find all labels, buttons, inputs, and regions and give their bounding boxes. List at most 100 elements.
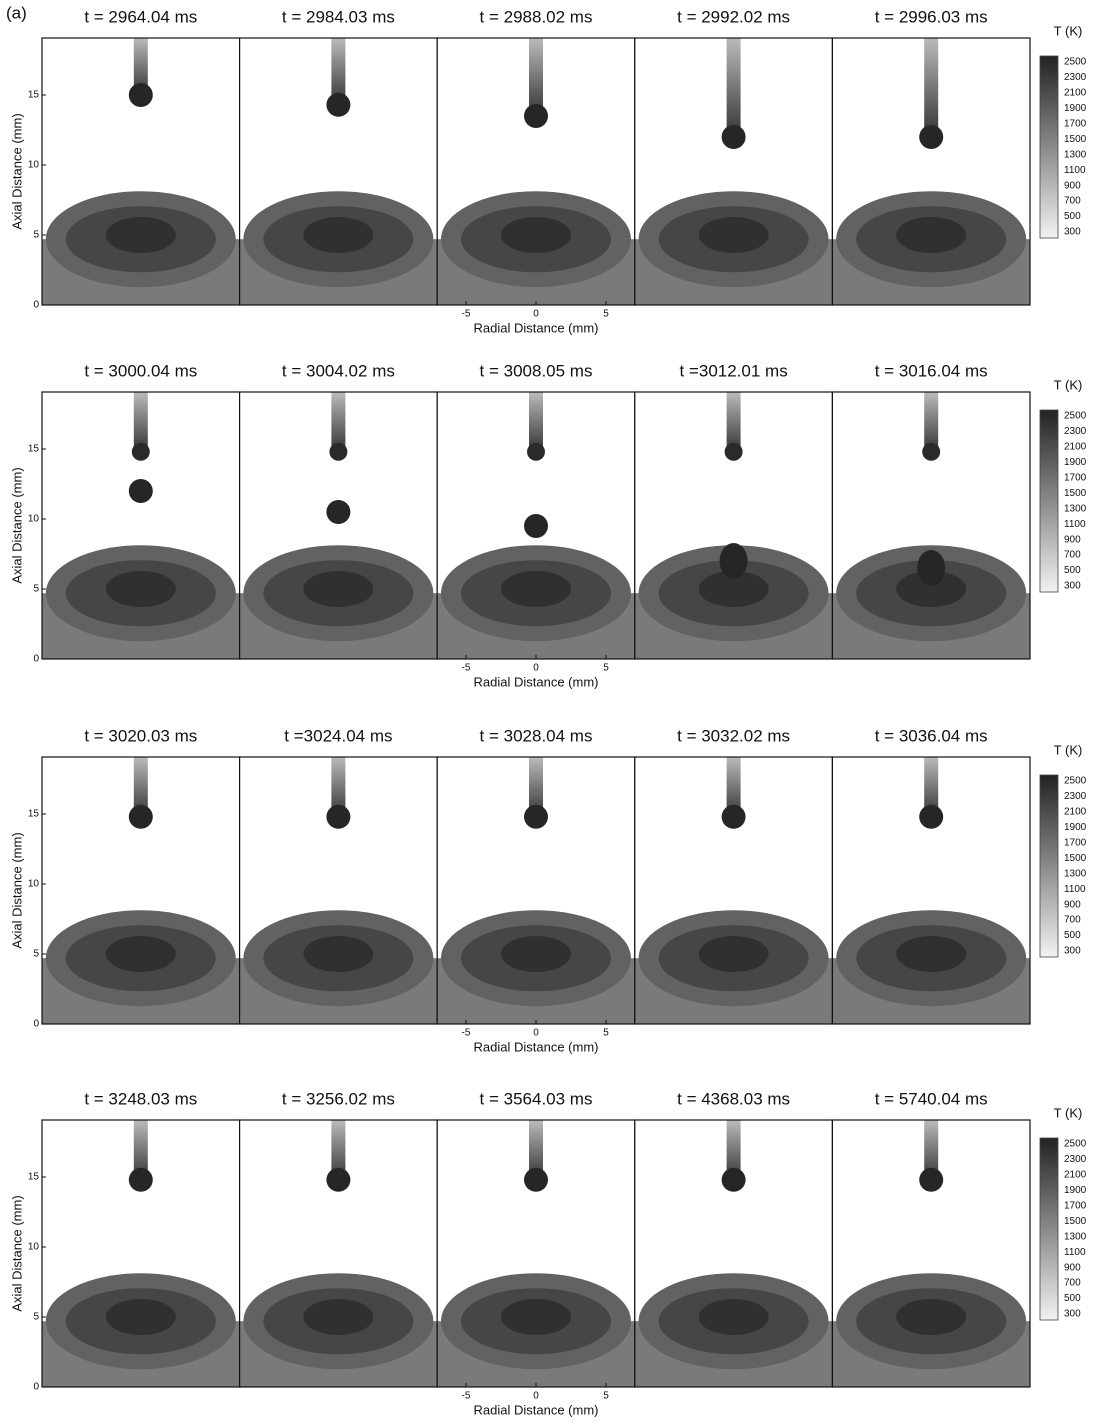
- droplet: [722, 125, 746, 149]
- droplet: [129, 479, 153, 503]
- panel-title: t = 3008.05 ms: [480, 361, 593, 380]
- x-axis-label: Radial Distance (mm): [474, 1039, 599, 1054]
- panel-title: t = 3004.02 ms: [282, 361, 395, 380]
- deposit-core: [303, 217, 373, 253]
- colorbar-label: 2300: [1064, 1154, 1087, 1165]
- colorbar-label: 1900: [1064, 822, 1087, 833]
- colorbar-label: 1700: [1064, 472, 1087, 483]
- colorbar-label: 2500: [1064, 57, 1087, 68]
- colorbar-label: 2500: [1064, 411, 1087, 422]
- colorbar-label: 900: [1064, 1262, 1081, 1273]
- colorbar-label: 1700: [1064, 118, 1087, 129]
- y-axis-label: Axial Distance (mm): [9, 467, 24, 583]
- deposit-core: [303, 1299, 373, 1335]
- panel: [635, 757, 833, 1024]
- x-tick-label: 5: [603, 1391, 609, 1402]
- deposit-core: [106, 217, 176, 253]
- panel: [832, 38, 1030, 305]
- panel-title: t = 3248.03 ms: [84, 1089, 197, 1108]
- pendant: [922, 443, 940, 461]
- colorbar-label: 1700: [1064, 1200, 1087, 1211]
- colorbar: [1040, 410, 1058, 592]
- droplet: [326, 500, 350, 524]
- deposit-core: [501, 217, 571, 253]
- colorbar-label: 1300: [1064, 503, 1087, 514]
- droplet: [919, 125, 943, 149]
- colorbar-label: 700: [1064, 550, 1081, 561]
- panel-title: t = 2964.04 ms: [84, 7, 197, 26]
- panel-title: t = 3564.03 ms: [480, 1089, 593, 1108]
- deposit-core: [896, 936, 966, 972]
- colorbar-label: 1100: [1064, 884, 1086, 895]
- x-tick-label: 5: [603, 309, 609, 320]
- deposit-core: [699, 217, 769, 253]
- panel: [832, 392, 1030, 659]
- deposit-core: [501, 936, 571, 972]
- colorbar-title: T (K): [1054, 377, 1083, 392]
- colorbar-label: 300: [1064, 946, 1081, 957]
- y-tick-label: 15: [28, 444, 40, 455]
- colorbar-label: 700: [1064, 196, 1081, 207]
- x-tick-label: -5: [462, 1028, 471, 1039]
- colorbar-label: 700: [1064, 1278, 1081, 1289]
- colorbar-label: 1300: [1064, 868, 1087, 879]
- x-axis-label: Radial Distance (mm): [474, 320, 599, 335]
- panel-title: t = 3028.04 ms: [480, 726, 593, 745]
- colorbar-label: 1500: [1064, 134, 1087, 145]
- figure: (a) t = 2964.04 mst = 2984.03 mst = 2988…: [0, 0, 1107, 1426]
- colorbar-label: 1500: [1064, 853, 1087, 864]
- panel: [42, 1120, 240, 1387]
- x-tick-label: 0: [533, 309, 539, 320]
- panel: [240, 392, 438, 659]
- colorbar-label: 2100: [1064, 807, 1087, 818]
- colorbar: [1040, 56, 1058, 238]
- panel-title: t = 2992.02 ms: [677, 7, 790, 26]
- panel-title: t = 2984.03 ms: [282, 7, 395, 26]
- colorbar-label: 500: [1064, 565, 1081, 576]
- droplet: [919, 805, 943, 829]
- colorbar-label: 1700: [1064, 837, 1087, 848]
- y-tick-label: 10: [28, 879, 40, 890]
- x-tick-label: -5: [462, 663, 471, 674]
- panel: [437, 757, 635, 1024]
- colorbar: [1040, 775, 1058, 957]
- colorbar-label: 2500: [1064, 1139, 1087, 1150]
- nozzle: [727, 38, 741, 137]
- colorbar-label: 2100: [1064, 1170, 1087, 1181]
- colorbar-label: 2500: [1064, 776, 1087, 787]
- y-tick-label: 10: [28, 514, 40, 525]
- colorbar-label: 1500: [1064, 1216, 1087, 1227]
- colorbar-label: 1900: [1064, 1185, 1087, 1196]
- deposit-core: [501, 571, 571, 607]
- droplet: [326, 805, 350, 829]
- droplet: [722, 805, 746, 829]
- panel-title: t = 3020.03 ms: [84, 726, 197, 745]
- colorbar-label: 500: [1064, 211, 1081, 222]
- colorbar-label: 300: [1064, 227, 1081, 238]
- panel: [437, 38, 635, 305]
- droplet: [326, 1168, 350, 1192]
- y-tick-label: 10: [28, 160, 40, 171]
- colorbar-label: 1100: [1064, 1247, 1086, 1258]
- nozzle: [924, 38, 938, 137]
- x-tick-label: 0: [533, 663, 539, 674]
- y-tick-label: 0: [33, 300, 39, 311]
- panel: [832, 1120, 1030, 1387]
- colorbar: [1040, 1138, 1058, 1320]
- panel-label: (a): [6, 3, 27, 22]
- colorbar-label: 1100: [1064, 519, 1086, 530]
- panel-title: t = 3032.02 ms: [677, 726, 790, 745]
- panel: [240, 38, 438, 305]
- panel-title: t =3024.04 ms: [284, 726, 392, 745]
- droplet: [917, 550, 945, 586]
- panel: [635, 38, 833, 305]
- colorbar-label: 1900: [1064, 457, 1087, 468]
- x-axis-label: Radial Distance (mm): [474, 674, 599, 689]
- x-tick-label: 5: [603, 663, 609, 674]
- panel-title: t = 3016.04 ms: [875, 361, 988, 380]
- colorbar-label: 700: [1064, 915, 1081, 926]
- y-tick-label: 5: [33, 584, 39, 595]
- deposit-core: [106, 936, 176, 972]
- y-tick-label: 0: [33, 1382, 39, 1393]
- y-tick-label: 15: [28, 90, 40, 101]
